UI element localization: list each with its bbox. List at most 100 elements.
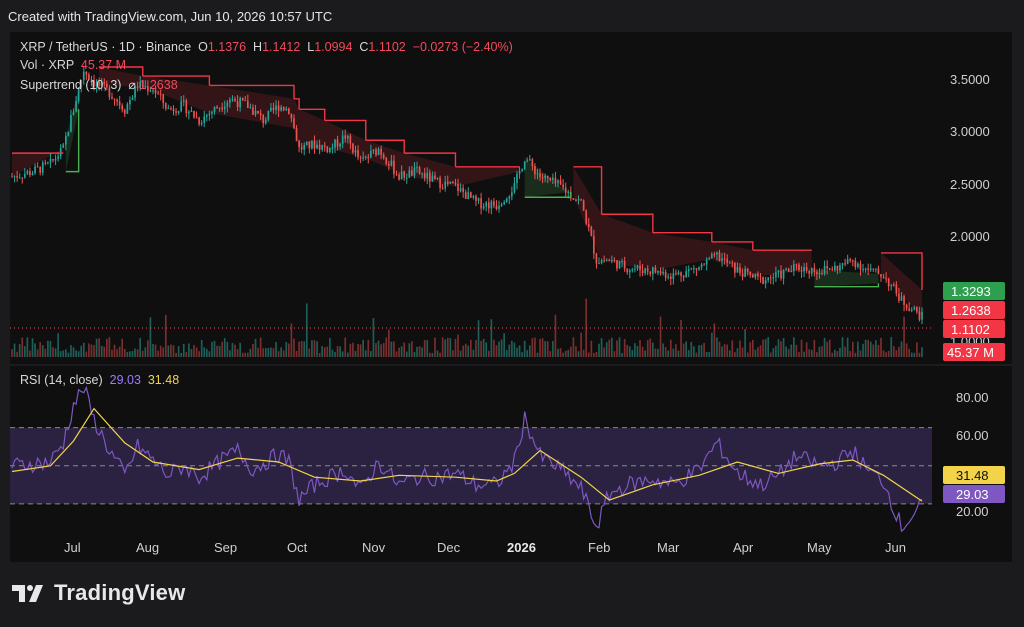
volume-bar	[364, 350, 367, 357]
volume-bar	[549, 351, 552, 357]
volume-bar	[641, 346, 644, 357]
candle-body	[831, 269, 834, 271]
volume-bar	[316, 341, 318, 357]
supertrend-fill-area	[814, 270, 879, 287]
candle-body	[751, 274, 754, 278]
volume-bar	[26, 337, 29, 357]
volume-bar	[485, 342, 488, 357]
candle-body	[805, 267, 808, 271]
volume-bar	[649, 338, 652, 357]
volume-bar	[487, 350, 490, 357]
candle-body	[195, 117, 198, 119]
volume-bar	[236, 349, 239, 357]
candle-body	[131, 97, 134, 100]
candle-body	[264, 119, 267, 124]
candle-body	[367, 156, 370, 158]
volume-bar	[149, 317, 152, 357]
supertrend-down-segment	[880, 252, 923, 291]
volume-bar	[777, 339, 780, 357]
candle-body	[282, 107, 285, 111]
rsi-badge	[943, 485, 1005, 503]
volume-bar	[831, 352, 834, 357]
candle-body	[390, 160, 393, 166]
candle-body	[180, 101, 183, 112]
volume-bar	[890, 337, 893, 357]
volume-bar	[436, 350, 439, 357]
volume-bar	[336, 346, 339, 357]
candle-body	[164, 102, 167, 109]
volume-bar	[613, 351, 616, 357]
candle-body	[539, 173, 541, 178]
volume-bar	[672, 348, 675, 357]
candle-body	[154, 90, 157, 94]
candle-body	[531, 159, 534, 167]
candle-body	[211, 111, 213, 114]
candle-body	[259, 113, 262, 116]
rsi-badge-text: 29.03	[956, 487, 989, 502]
volume-bar	[857, 341, 859, 357]
volume-bar	[557, 348, 559, 357]
chart-panel[interactable]: 3.5000 3.0000 2.5000 2.0000 1.0000 1.329…	[10, 32, 1012, 562]
chart-svg[interactable]: 3.5000 3.0000 2.5000 2.0000 1.0000 1.329…	[10, 32, 1012, 562]
volume-bar	[193, 345, 195, 357]
volume-bar	[44, 348, 47, 357]
volume-bar	[254, 338, 257, 357]
candle-body	[757, 273, 759, 277]
candle-body	[851, 260, 854, 262]
candle-body	[98, 82, 100, 86]
volume-bar	[82, 342, 85, 357]
candle-body	[75, 100, 77, 112]
volume-bar	[687, 350, 690, 357]
candle-body	[36, 166, 39, 168]
candle-body	[318, 144, 321, 150]
candle-body	[47, 162, 49, 164]
volume-bar	[272, 348, 275, 357]
candle-body	[772, 277, 775, 279]
candle-body	[887, 278, 890, 287]
candle-body	[29, 171, 31, 176]
volume-bar	[741, 347, 744, 357]
volume-bar	[569, 346, 572, 357]
volume-bar	[393, 341, 395, 357]
volume-bar	[810, 350, 813, 357]
candle-body	[613, 259, 616, 261]
candle-body	[639, 265, 641, 271]
volume-bar	[252, 343, 254, 357]
supertrend-up-segment	[814, 283, 880, 288]
volume-bar	[518, 345, 521, 357]
volume-bar	[821, 346, 823, 357]
time-label: Mar	[657, 540, 680, 555]
volume-bar	[898, 346, 900, 357]
volume-bar	[126, 352, 129, 357]
candle-body	[244, 100, 247, 102]
candle-body	[475, 196, 477, 201]
volume-bar	[805, 342, 808, 357]
candle-body	[323, 145, 326, 147]
candle-body	[536, 173, 539, 175]
volume-bar	[70, 345, 72, 357]
candle-body	[67, 131, 70, 137]
volume-bar	[464, 343, 467, 357]
candle-body	[857, 263, 859, 267]
candle-body	[44, 162, 47, 164]
candle-body	[236, 101, 239, 108]
candle-body	[690, 268, 693, 270]
volume-bar	[208, 351, 211, 357]
volume-bar	[226, 341, 229, 357]
candle-body	[585, 210, 588, 224]
candle-body	[346, 135, 349, 139]
volume-bar	[826, 341, 828, 357]
candle-body	[631, 269, 634, 271]
candle-body	[239, 98, 241, 108]
supertrend-fill-area	[573, 166, 602, 261]
candle-body	[841, 263, 844, 266]
volume-bar	[739, 340, 741, 357]
supertrend-down-segment	[573, 166, 603, 215]
volume-bar	[100, 345, 103, 357]
volume-bar	[708, 352, 711, 357]
volume-bar	[418, 346, 421, 357]
candle-body	[662, 272, 664, 274]
candle-body	[213, 106, 216, 112]
volume-bar	[167, 345, 170, 357]
volume-bar	[49, 341, 52, 357]
